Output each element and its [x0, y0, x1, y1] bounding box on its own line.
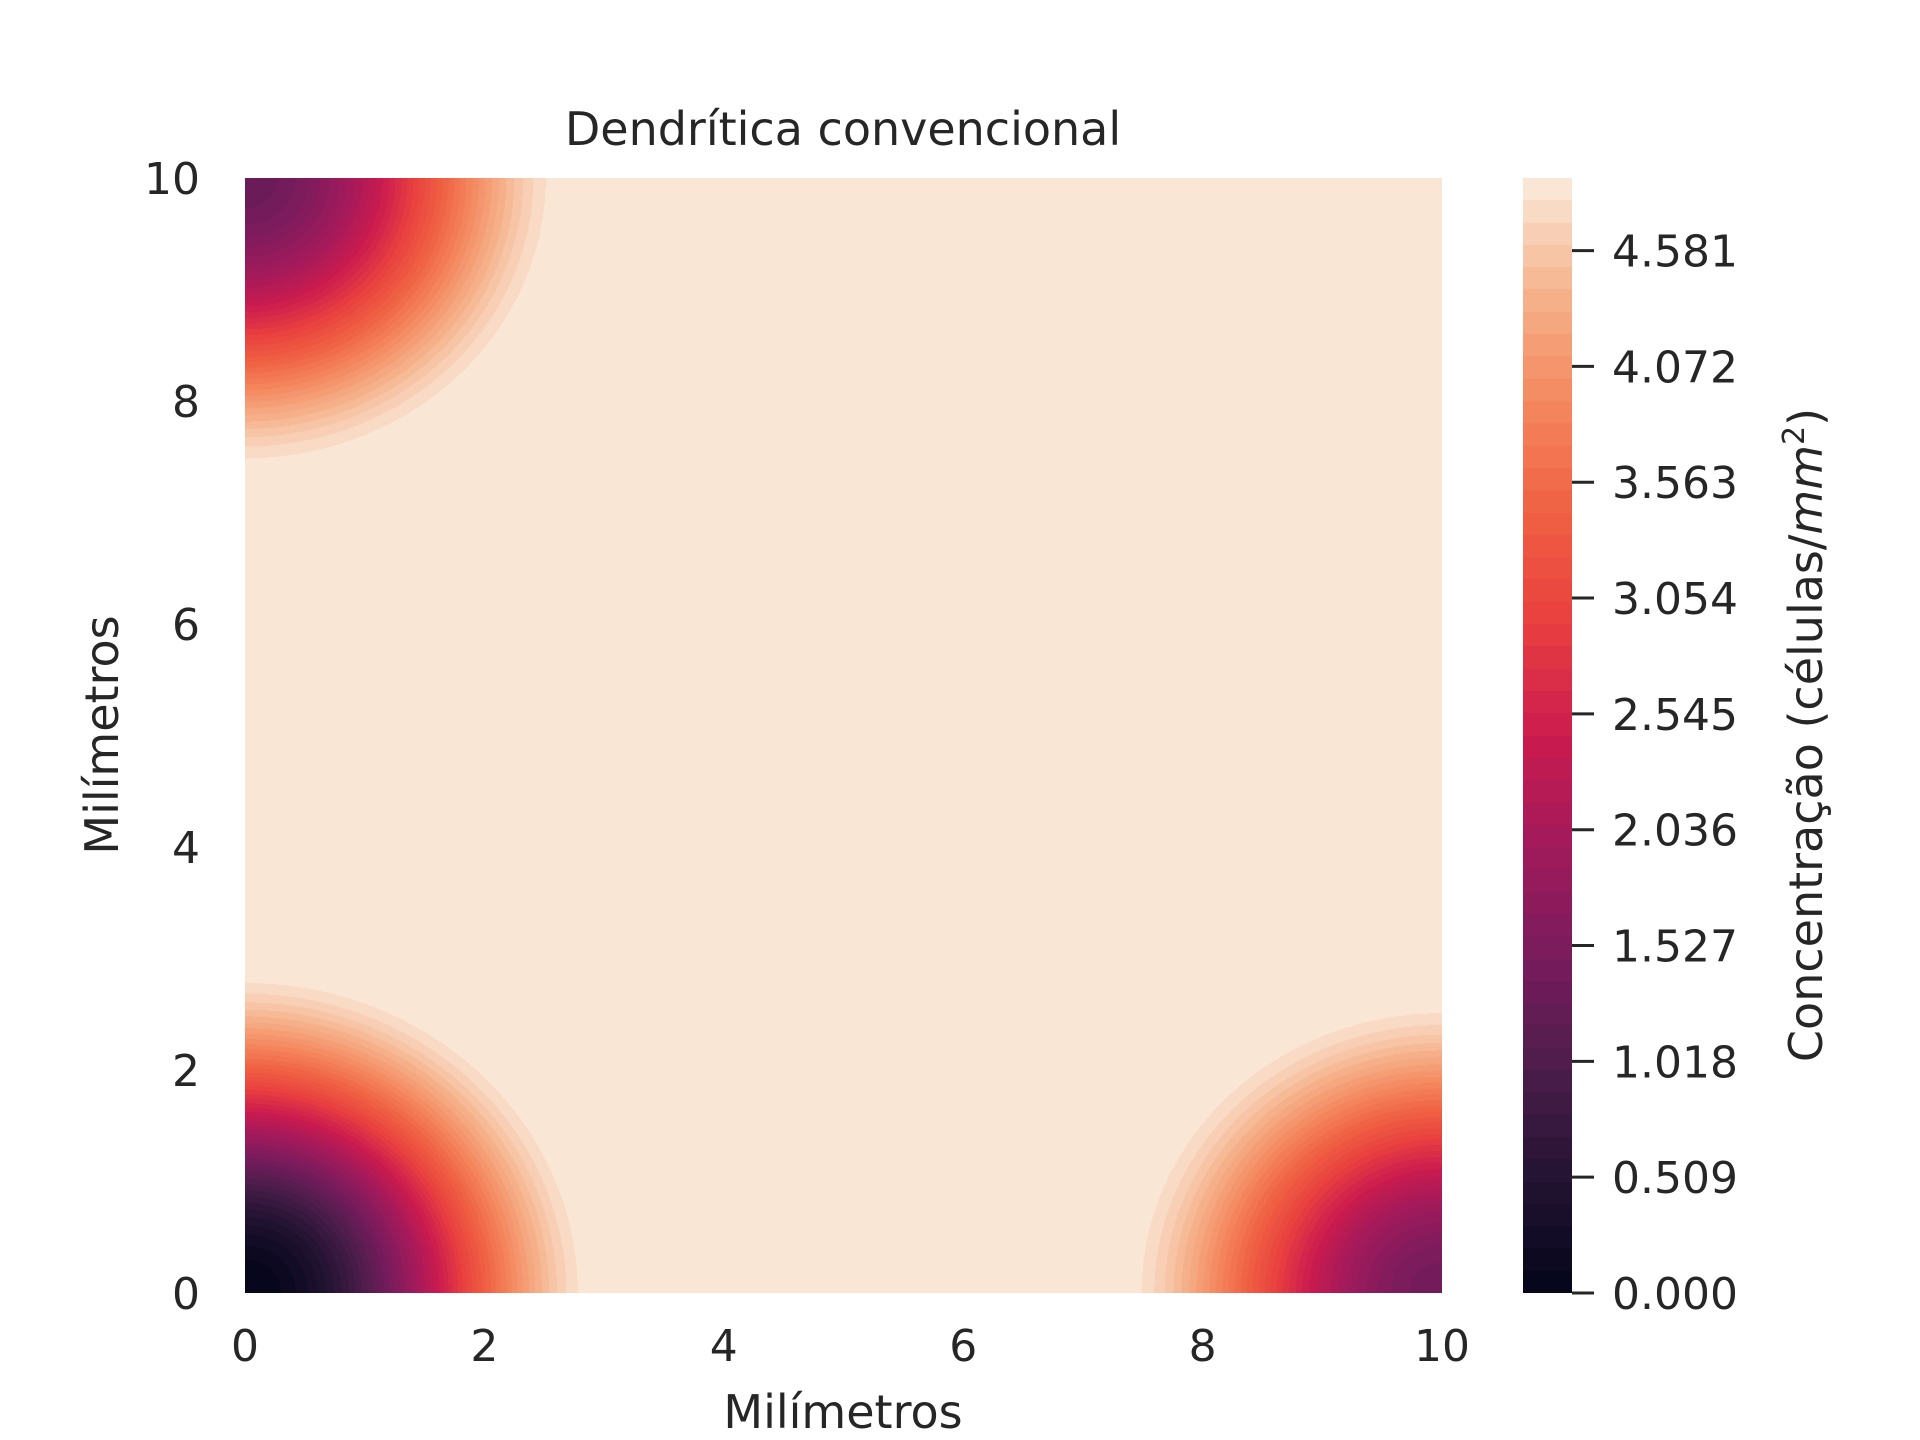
- colorbar-tick-label: 4.581: [1612, 227, 1738, 278]
- x-tick-label: 4: [710, 1321, 738, 1372]
- x-tick-label: 8: [1189, 1321, 1217, 1372]
- colorbar-label-unit: mm: [1779, 445, 1833, 535]
- x-tick-label: 2: [470, 1321, 498, 1372]
- colorbar-tick-label: 3.563: [1612, 458, 1738, 509]
- y-tick-label: 10: [144, 154, 200, 205]
- colorbar-tick-label: 4.072: [1612, 342, 1738, 393]
- colorbar-label-sup: 2: [1777, 426, 1812, 445]
- colorbar-tick-label: 1.018: [1612, 1037, 1738, 1088]
- x-tick-label: 0: [231, 1321, 259, 1372]
- y-tick-label: 8: [172, 377, 200, 428]
- colorbar: [1523, 178, 1572, 1293]
- colorbar-tick-label: 0.509: [1612, 1153, 1738, 1204]
- colorbar-ticks: 0.000 0.509 1.018 1.527 2.036 2.545 3.054 3.563…: [1572, 227, 1738, 1320]
- y-axis-ticks: 0 2 4 6 8 10: [144, 154, 200, 1320]
- y-tick-label: 0: [172, 1269, 200, 1320]
- y-tick-label: 6: [172, 600, 200, 651]
- colorbar-label: Concentração (células/mm2): [1777, 408, 1833, 1062]
- colorbar-tick-label: 2.545: [1612, 690, 1738, 741]
- colorbar-label-prefix: Concentração (células/: [1779, 534, 1833, 1062]
- colorbar-tick-label: 0.000: [1612, 1269, 1738, 1320]
- y-tick-label: 2: [172, 1046, 200, 1097]
- colorbar-tick-label: 2.036: [1612, 806, 1738, 857]
- y-axis-label: Milímetros: [75, 615, 129, 854]
- contour-plot-area: [245, 178, 1442, 1293]
- colorbar-tick-label: 1.527: [1612, 922, 1738, 973]
- colorbar-label-suffix: ): [1779, 408, 1833, 426]
- colorbar-tick-label: 3.054: [1612, 574, 1738, 625]
- chart-title: Dendrítica convencional: [565, 102, 1121, 156]
- x-tick-label: 6: [949, 1321, 977, 1372]
- x-axis-ticks: 0 2 4 6 8 10: [231, 1321, 1470, 1372]
- y-tick-label: 4: [172, 823, 200, 874]
- x-axis-label: Milímetros: [723, 1385, 962, 1439]
- x-tick-label: 10: [1414, 1321, 1470, 1372]
